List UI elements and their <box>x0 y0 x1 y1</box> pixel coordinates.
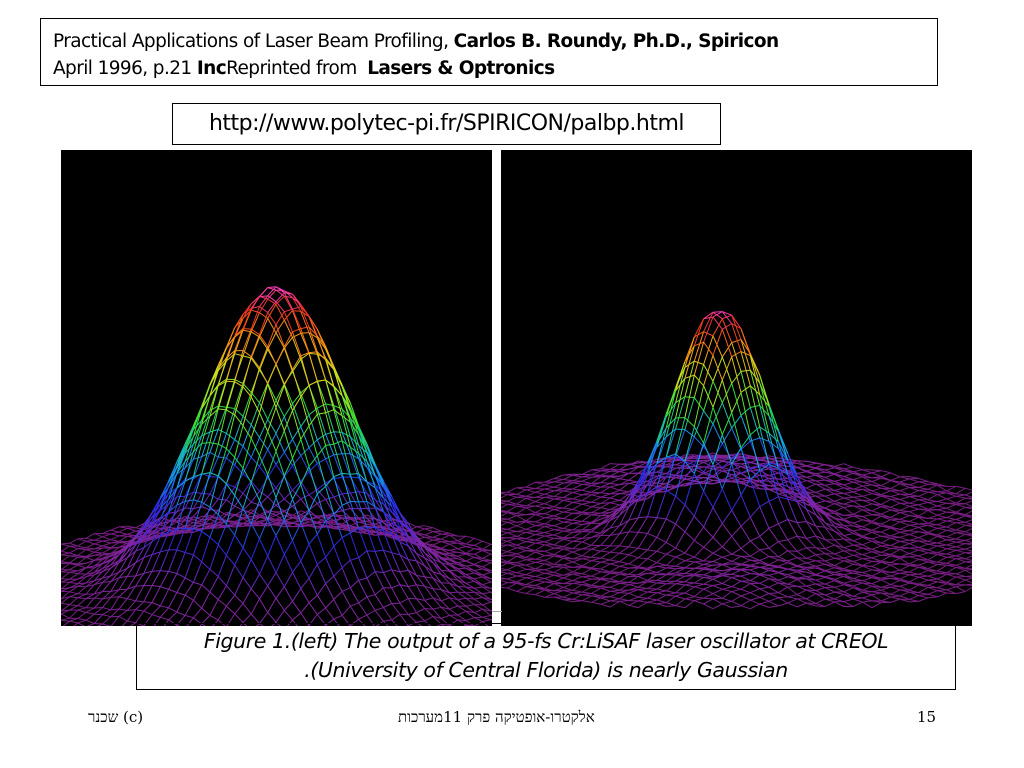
gaussian-beam-profile-3d-icon <box>61 286 492 626</box>
citation-line-2: April 1996, p.21 IncReprinted from Laser… <box>53 55 927 82</box>
citation-inc: Inc <box>196 58 227 79</box>
citation-reprinted: Reprinted from <box>226 58 357 79</box>
citation-journal: Lasers & Optronics <box>367 58 555 79</box>
caption-line-1: Figure 1.(left) The output of a 95-fs Cr… <box>203 629 889 653</box>
beam-profile-left <box>61 150 492 626</box>
citation-title: Practical Applications of Laser Beam Pro… <box>53 31 449 52</box>
source-url[interactable]: http://www.polytec-pi.fr/SPIRICON/palbp.… <box>208 111 685 136</box>
footer-copyright: (c) שכנר <box>88 708 144 726</box>
beam-profile-right <box>501 150 972 626</box>
footer-course: אלקטרו-אופטיקה פרק 11מערכות <box>398 708 595 726</box>
url-box: http://www.polytec-pi.fr/SPIRICON/palbp.… <box>172 103 721 145</box>
citation-date: April 1996, p.21 <box>53 58 192 79</box>
figure-caption: Figure 1.(left) The output of a 95-fs Cr… <box>136 623 956 690</box>
citation-line-1: Practical Applications of Laser Beam Pro… <box>53 28 927 55</box>
non-gaussian-beam-profile-3d-icon <box>501 311 972 610</box>
divider-line <box>492 611 502 612</box>
page-number: 15 <box>917 708 937 726</box>
citation-author: Carlos B. Roundy, Ph.D., Spiricon <box>453 31 780 52</box>
citation-box: Practical Applications of Laser Beam Pro… <box>40 18 938 86</box>
caption-line-2: .(University of Central Florida) is near… <box>304 658 788 682</box>
